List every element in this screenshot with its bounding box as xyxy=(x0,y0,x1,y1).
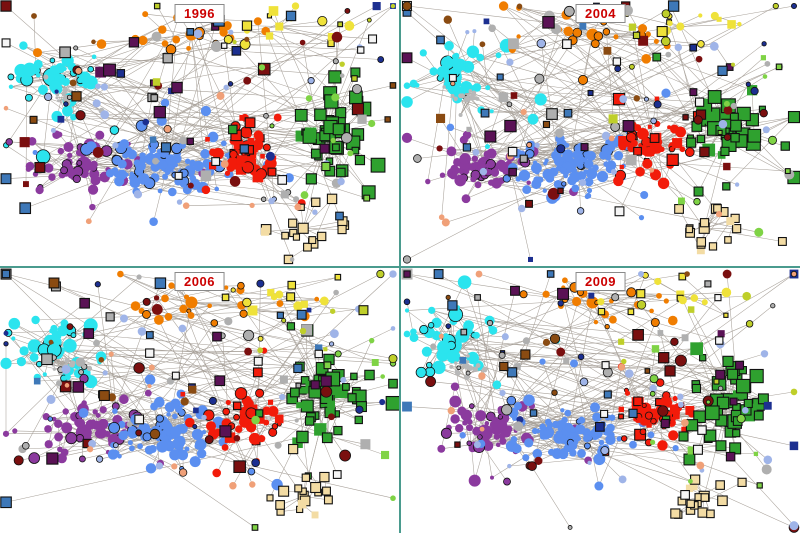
network-graph xyxy=(401,0,800,264)
year-label: 2006 xyxy=(174,271,225,291)
year-label: 2009 xyxy=(575,271,626,291)
network-graph xyxy=(0,268,399,531)
network-panel-top-left: 1996 xyxy=(0,0,399,266)
year-label: 1996 xyxy=(174,4,225,23)
network-panel-bottom-left: 2006 xyxy=(0,267,399,533)
network-graph xyxy=(401,268,800,533)
network-graph xyxy=(0,0,397,265)
network-panel-top-right: 2004 xyxy=(401,0,800,266)
network-panel-bottom-right: 2009 xyxy=(401,267,800,533)
year-label: 2004 xyxy=(575,4,626,23)
